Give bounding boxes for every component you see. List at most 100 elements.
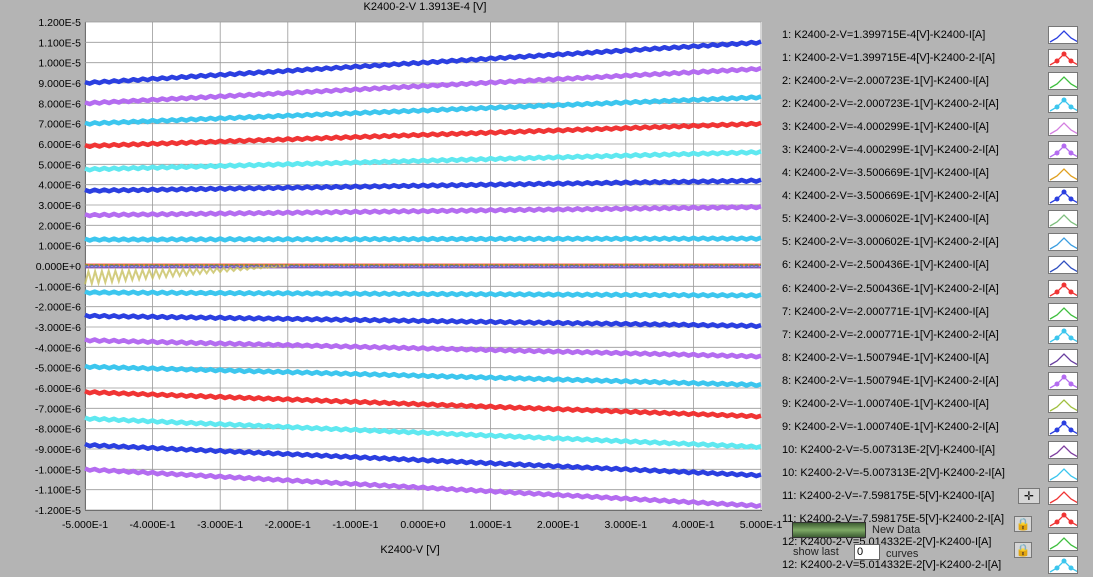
series-line-7 bbox=[84, 203, 762, 219]
legend-swatch-icon[interactable] bbox=[1048, 394, 1078, 413]
legend-entry[interactable]: 10: K2400-2-V=-5.007313E-2[V]-K2400-2-I[… bbox=[776, 462, 1093, 485]
legend-entry[interactable]: 5: K2400-2-V=-3.000602E-1[V]-K2400-I[A] bbox=[776, 208, 1093, 231]
legend-entry[interactable]: 7: K2400-2-V=-2.000771E-1[V]-K2400-2-I[A… bbox=[776, 324, 1093, 347]
show-last-label: show last bbox=[793, 546, 839, 558]
curves-label: curves bbox=[886, 548, 919, 560]
legend-label: 1: K2400-2-V=1.399715E-4[V]-K2400-2-I[A] bbox=[782, 52, 996, 65]
series-line-4 bbox=[84, 120, 762, 150]
legend-entry[interactable]: 6: K2400-2-V=-2.500436E-1[V]-K2400-I[A] bbox=[776, 254, 1093, 277]
y-tick-label: -8.000E-6 bbox=[35, 424, 81, 436]
y-tick-label: 1.100E-5 bbox=[38, 37, 81, 49]
legend-entry[interactable]: 3: K2400-2-V=-4.000299E-1[V]-K2400-I[A] bbox=[776, 116, 1093, 139]
x-tick-label: 5.000E-1 bbox=[740, 519, 783, 531]
new-data-label: New Data bbox=[872, 524, 921, 536]
y-tick-label: -1.200E-5 bbox=[35, 505, 81, 517]
legend-swatch-icon[interactable] bbox=[1048, 533, 1078, 552]
legend-entry[interactable]: 5: K2400-2-V=-3.000602E-1[V]-K2400-2-I[A… bbox=[776, 231, 1093, 254]
legend: 1: K2400-2-V=1.399715E-4[V]-K2400-I[A] 1:… bbox=[776, 24, 1093, 577]
y-tick-label: -1.100E-5 bbox=[35, 485, 81, 497]
legend-label: 6: K2400-2-V=-2.500436E-1[V]-K2400-I[A] bbox=[782, 259, 989, 272]
series-line-10 bbox=[84, 312, 762, 330]
zero-noise-trace bbox=[84, 265, 288, 288]
chart-title: K2400-2-V 1.3913E-4 [V] bbox=[363, 1, 487, 13]
legend-swatch-icon[interactable] bbox=[1048, 509, 1078, 528]
legend-swatch-icon[interactable] bbox=[1048, 118, 1078, 137]
legend-entry[interactable]: 8: K2400-2-V=-1.500794E-1[V]-K2400-I[A] bbox=[776, 347, 1093, 370]
legend-label: 6: K2400-2-V=-2.500436E-1[V]-K2400-2-I[A… bbox=[782, 282, 999, 295]
legend-swatch-icon[interactable] bbox=[1048, 486, 1078, 505]
legend-entry[interactable]: 10: K2400-2-V=-5.007313E-2[V]-K2400-I[A] bbox=[776, 439, 1093, 462]
legend-label: 11: K2400-2-V=-7.598175E-5[V]-K2400-I[A] bbox=[782, 489, 995, 502]
legend-label: 3: K2400-2-V=-4.000299E-1[V]-K2400-I[A] bbox=[782, 121, 989, 134]
y-tick-label: 1.000E-5 bbox=[38, 58, 81, 70]
legend-entry[interactable]: 12: K2400-2-V=5.014332E-2[V]-K2400-I[A] bbox=[776, 531, 1093, 554]
legend-entry[interactable]: 3: K2400-2-V=-4.000299E-1[V]-K2400-2-I[A… bbox=[776, 139, 1093, 162]
legend-swatch-icon[interactable] bbox=[1048, 348, 1078, 367]
legend-entry[interactable]: 6: K2400-2-V=-2.500436E-1[V]-K2400-2-I[A… bbox=[776, 278, 1093, 301]
legend-entry[interactable]: 11: K2400-2-V=-7.598175E-5[V]-K2400-2-I[… bbox=[776, 508, 1093, 531]
legend-swatch-icon[interactable] bbox=[1048, 302, 1078, 321]
legend-entry[interactable]: 7: K2400-2-V=-2.000771E-1[V]-K2400-I[A] bbox=[776, 301, 1093, 324]
lock-icon-2[interactable]: 🔒 bbox=[1014, 542, 1032, 558]
legend-entry[interactable]: 1: K2400-2-V=1.399715E-4[V]-K2400-2-I[A] bbox=[776, 47, 1093, 70]
legend-entry[interactable]: 2: K2400-2-V=-2.000723E-1[V]-K2400-I[A] bbox=[776, 70, 1093, 93]
y-tick-label: 2.000E-6 bbox=[38, 220, 81, 232]
legend-entry[interactable]: 4: K2400-2-V=-3.500669E-1[V]-K2400-I[A] bbox=[776, 162, 1093, 185]
legend-swatch-icon[interactable] bbox=[1048, 233, 1078, 252]
legend-label: 4: K2400-2-V=-3.500669E-1[V]-K2400-2-I[A… bbox=[782, 190, 999, 203]
series-line-11 bbox=[84, 337, 762, 360]
legend-entry[interactable]: 8: K2400-2-V=-1.500794E-1[V]-K2400-2-I[A… bbox=[776, 370, 1093, 393]
legend-swatch-icon[interactable] bbox=[1048, 440, 1078, 459]
legend-swatch-icon[interactable] bbox=[1048, 26, 1078, 44]
legend-swatch-icon[interactable] bbox=[1048, 72, 1078, 91]
y-tick-label: -4.000E-6 bbox=[35, 342, 81, 354]
y-tick-label: -1.000E-6 bbox=[35, 281, 81, 293]
legend-swatch-icon[interactable] bbox=[1048, 417, 1078, 436]
legend-label: 10: K2400-2-V=-5.007313E-2[V]-K2400-2-I[… bbox=[782, 466, 1005, 479]
series-line-14 bbox=[84, 415, 762, 450]
legend-label: 8: K2400-2-V=-1.500794E-1[V]-K2400-I[A] bbox=[782, 351, 989, 364]
legend-entry[interactable]: 4: K2400-2-V=-3.500669E-1[V]-K2400-2-I[A… bbox=[776, 185, 1093, 208]
y-tick-label: 1.000E-6 bbox=[38, 241, 81, 253]
legend-swatch-icon[interactable] bbox=[1048, 164, 1078, 183]
series-line-15 bbox=[84, 441, 762, 479]
legend-swatch-icon[interactable] bbox=[1048, 210, 1078, 229]
legend-swatch-icon[interactable] bbox=[1048, 371, 1078, 390]
legend-swatch-icon[interactable] bbox=[1048, 95, 1078, 114]
y-tick-label: -3.000E-6 bbox=[35, 322, 81, 334]
legend-swatch-icon[interactable] bbox=[1048, 279, 1078, 298]
x-tick-label: 4.000E-1 bbox=[672, 519, 715, 531]
series-line-1 bbox=[84, 39, 762, 86]
legend-label: 9: K2400-2-V=-1.000740E-1[V]-K2400-I[A] bbox=[782, 397, 989, 410]
x-tick-label: 1.000E-1 bbox=[469, 519, 512, 531]
legend-swatch-icon[interactable] bbox=[1048, 325, 1078, 344]
y-tick-label: 0.000E+0 bbox=[36, 261, 81, 273]
legend-swatch-icon[interactable] bbox=[1048, 141, 1078, 160]
legend-swatch-icon[interactable] bbox=[1048, 49, 1078, 68]
curves-count-input[interactable]: 0 bbox=[854, 544, 880, 560]
legend-entry[interactable]: 1: K2400-2-V=1.399715E-4[V]-K2400-I[A] bbox=[776, 24, 1093, 47]
x-tick-label: -5.000E-1 bbox=[62, 519, 108, 531]
legend-swatch-icon[interactable] bbox=[1048, 256, 1078, 275]
y-tick-label: -7.000E-6 bbox=[35, 403, 81, 415]
legend-entry[interactable]: 9: K2400-2-V=-1.000740E-1[V]-K2400-2-I[A… bbox=[776, 416, 1093, 439]
legend-label: 7: K2400-2-V=-2.000771E-1[V]-K2400-I[A] bbox=[782, 305, 989, 318]
lock-icon[interactable]: 🔒 bbox=[1014, 516, 1032, 532]
legend-entry[interactable]: 11: K2400-2-V=-7.598175E-5[V]-K2400-I[A] bbox=[776, 485, 1093, 508]
legend-swatch-icon[interactable] bbox=[1048, 187, 1078, 206]
y-tick-label: 5.000E-6 bbox=[38, 159, 81, 171]
crosshair-tool-icon[interactable]: ✛ bbox=[1018, 488, 1040, 504]
y-tick-label: 8.000E-6 bbox=[38, 98, 81, 110]
legend-entry[interactable]: 2: K2400-2-V=-2.000723E-1[V]-K2400-2-I[A… bbox=[776, 93, 1093, 116]
legend-label: 5: K2400-2-V=-3.000602E-1[V]-K2400-2-I[A… bbox=[782, 236, 999, 249]
legend-entry[interactable]: 12: K2400-2-V=5.014332E-2[V]-K2400-2-I[A… bbox=[776, 554, 1093, 577]
x-tick-label: 0.000E+0 bbox=[400, 519, 445, 531]
x-tick-label: -2.000E-1 bbox=[265, 519, 311, 531]
y-tick-label: -2.000E-6 bbox=[35, 302, 81, 314]
legend-label: 12: K2400-2-V=5.014332E-2[V]-K2400-I[A] bbox=[782, 536, 992, 549]
legend-label: 9: K2400-2-V=-1.000740E-1[V]-K2400-2-I[A… bbox=[782, 420, 999, 433]
legend-entry[interactable]: 9: K2400-2-V=-1.000740E-1[V]-K2400-I[A] bbox=[776, 393, 1093, 416]
legend-swatch-icon[interactable] bbox=[1048, 463, 1078, 482]
series-line-13 bbox=[84, 389, 762, 420]
